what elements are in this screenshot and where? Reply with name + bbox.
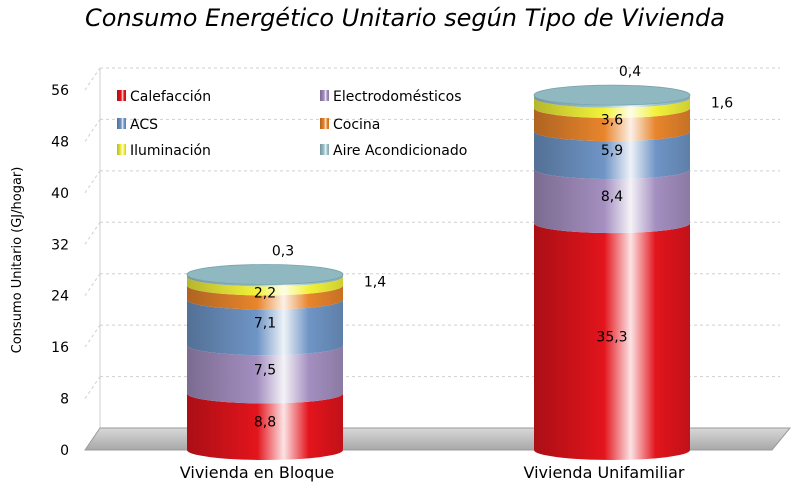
segment-electrodomesticos-vivienda-en-bloque	[187, 345, 343, 404]
data-label: 7,1	[254, 315, 276, 331]
data-label: 0,3	[272, 244, 294, 260]
data-label: 7,5	[254, 362, 276, 378]
legend-label: Aire Acondicionado	[333, 143, 467, 159]
bars	[186, 84, 691, 460]
legend-label: Electrodomésticos	[333, 89, 461, 105]
segment-iluminacion-vivienda-en-bloque	[187, 276, 343, 296]
legend-swatch	[320, 118, 329, 129]
segment-iluminacion-vivienda-unifamiliar	[534, 97, 690, 118]
gridline-side	[84, 376, 101, 399]
legend-item-aire-acondicionado: Aire Acondicionado	[320, 143, 467, 159]
segment-cocina-vivienda-en-bloque	[187, 285, 343, 310]
y-tick-label: 0	[60, 443, 69, 459]
category-labels: Vivienda en Bloque Vivienda Unifamiliar	[180, 463, 685, 482]
legend-item-iluminacion: Iluminación	[117, 143, 211, 159]
legend-item-cocina: Cocina	[320, 117, 380, 133]
gridline-side	[84, 222, 101, 245]
gridline-side	[84, 119, 101, 142]
legend-swatch	[320, 144, 329, 155]
bar-vivienda-unifamiliar	[533, 84, 691, 460]
segment-cocina-vivienda-unifamiliar	[534, 108, 690, 142]
data-label: 1,4	[364, 274, 386, 290]
gridline-side	[84, 170, 101, 194]
y-tick-label: 24	[51, 289, 69, 305]
legend-label: Calefacción	[130, 89, 211, 105]
data-label: 0,4	[619, 64, 641, 80]
segment-calefaccion-vivienda-en-bloque	[187, 393, 343, 460]
legend-label: ACS	[130, 117, 158, 133]
x-tick-label: Vivienda Unifamiliar	[523, 463, 684, 482]
y-tick-label: 32	[51, 237, 69, 253]
segment-acs-vivienda-en-bloque	[187, 299, 343, 356]
legend-swatch	[117, 144, 126, 155]
legend-item-electrodomesticos: Electrodomésticos	[320, 89, 461, 105]
y-tick-label: 16	[51, 340, 69, 356]
y-tick-label: 56	[51, 83, 69, 99]
data-label: 2,2	[254, 286, 276, 302]
data-label: 3,6	[601, 113, 623, 129]
data-label: 8,8	[254, 415, 276, 431]
data-label: 1,6	[711, 96, 733, 112]
segment-calefaccion-vivienda-unifamiliar	[534, 223, 690, 460]
y-tick-label: 48	[51, 134, 69, 150]
legend-item-calefaccion: Calefacción	[117, 89, 211, 105]
legend-swatch	[320, 90, 329, 101]
segment-aire-acondicionado-vivienda-unifamiliar	[534, 95, 690, 108]
y-axis-label: Consumo Unitario (GJ/hogar)	[10, 167, 25, 354]
data-label: 5,9	[601, 143, 623, 159]
gridline-side	[84, 273, 101, 296]
segment-acs-vivienda-unifamiliar	[534, 131, 690, 180]
bar-top-cap	[186, 264, 344, 285]
gridline-side	[84, 324, 101, 348]
y-axis: 0 8 16 24 32 40 48 56 Consumo Unitario (GJ/hogar…	[10, 83, 69, 459]
y-tick-label: 40	[51, 186, 69, 202]
data-label: 35,3	[596, 330, 627, 346]
legend-label: Iluminación	[130, 143, 211, 159]
legend-swatch	[117, 118, 126, 129]
chart-title: Consumo Energético Unitario según Tipo d…	[85, 4, 725, 32]
legend-item-acs: ACS	[117, 117, 158, 133]
legend: Calefacción Electrodomésticos ACS Cocina Ilu…	[117, 89, 467, 159]
legend-swatch	[117, 90, 126, 101]
gridline-side	[84, 67, 101, 91]
bar-top-cap	[533, 84, 691, 106]
x-tick-label: Vivienda en Bloque	[180, 463, 334, 482]
bar-vivienda-en-bloque	[186, 264, 344, 460]
y-tick-label: 8	[60, 392, 69, 408]
legend-label: Cocina	[333, 117, 380, 133]
data-labels: 8,8 7,5 7,1 2,2 1,4 0,3 35,3 8,4 5,9 3,6 1,6 0,4	[254, 64, 733, 431]
data-label: 8,4	[601, 189, 623, 205]
segment-electrodomesticos-vivienda-unifamiliar	[534, 169, 690, 234]
